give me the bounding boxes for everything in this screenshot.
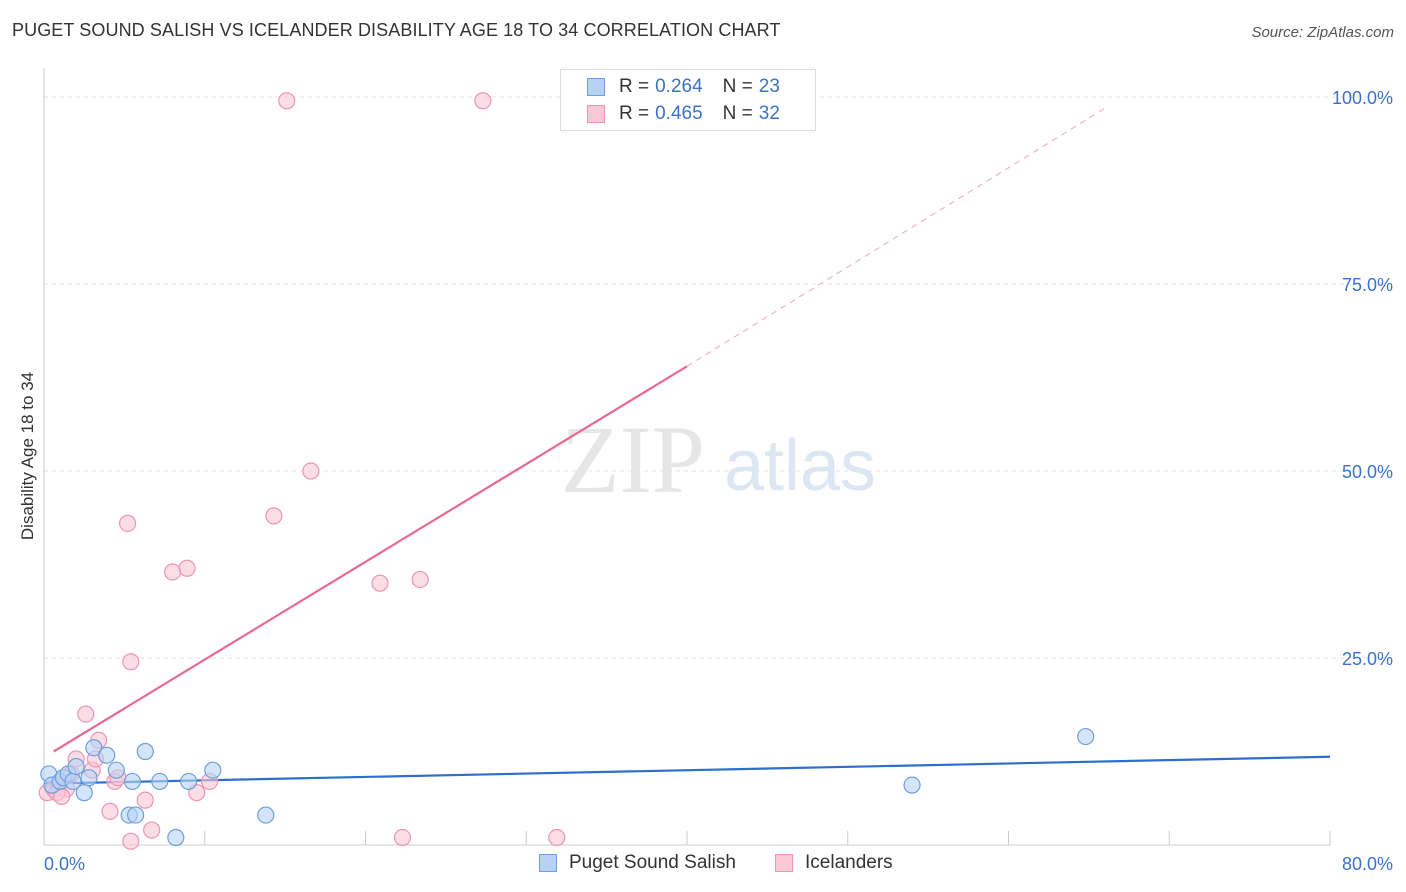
tick-labels: 25.0% 50.0% 75.0% 100.0% 0.0% 80.0%	[44, 88, 1393, 874]
trend-line-icelanders-extension	[686, 107, 1106, 367]
point-icelanders	[101, 802, 119, 820]
legend-item-icelanders: Icelanders	[775, 852, 893, 874]
point-puget	[85, 739, 103, 757]
y-tick-label: 25.0%	[1342, 649, 1393, 669]
point-icelanders	[164, 563, 182, 581]
point-icelanders	[178, 559, 196, 577]
legend-r-value: 0.264	[655, 76, 703, 97]
watermark-zip: ZIP	[561, 406, 705, 513]
point-puget	[67, 757, 85, 776]
legend-n-label: N =	[722, 76, 753, 97]
point-icelanders	[278, 92, 296, 110]
point-puget	[167, 828, 185, 847]
source-credit: Source: ZipAtlas.com	[1251, 24, 1394, 41]
point-icelanders	[143, 821, 161, 839]
legend-row-puget: R = 0.264 N = 23	[587, 75, 780, 99]
legend-r-label: R =	[619, 103, 650, 124]
point-icelanders	[474, 92, 492, 110]
point-puget	[80, 769, 98, 787]
point-puget	[1077, 727, 1095, 746]
watermark: ZIP atlas	[561, 406, 876, 513]
point-puget	[127, 806, 145, 824]
point-icelanders	[302, 462, 320, 480]
point-icelanders	[371, 574, 389, 592]
legend-label-puget: Puget Sound Salish	[569, 852, 736, 873]
x-tick-label: 80.0%	[1342, 854, 1393, 874]
legend-r-value: 0.465	[655, 103, 703, 124]
legend-n-value: 32	[758, 103, 780, 124]
legend-swatch-icelanders	[775, 854, 793, 872]
axes	[43, 68, 1331, 846]
y-tick-label: 50.0%	[1342, 462, 1393, 482]
legend-swatch-puget	[539, 854, 557, 872]
legend-item-puget: Puget Sound Salish	[539, 852, 736, 874]
series-legend: Puget Sound Salish Icelanders	[0, 852, 1406, 876]
correlation-legend: R = 0.264 N = 23 R = 0.465 N = 32	[560, 69, 816, 131]
point-icelanders	[122, 832, 140, 850]
point-icelanders	[118, 514, 137, 532]
watermark-atlas: atlas	[724, 426, 876, 506]
point-puget	[98, 746, 116, 764]
legend-r-label: R =	[619, 76, 650, 97]
legend-n-value: 23	[758, 76, 780, 97]
point-puget	[75, 784, 93, 802]
point-icelanders	[136, 791, 154, 809]
y-axis-title: Disability Age 18 to 34	[18, 371, 37, 541]
legend-swatch-icelanders	[587, 105, 605, 123]
grid-lines	[44, 96, 1392, 659]
point-icelanders	[393, 828, 412, 847]
point-puget	[136, 742, 154, 761]
point-icelanders	[265, 507, 283, 525]
x-tick-label: 0.0%	[44, 854, 85, 874]
y-tick-label: 100.0%	[1332, 88, 1393, 108]
point-puget	[204, 761, 222, 779]
trend-lines	[43, 107, 1331, 785]
point-puget	[123, 772, 142, 791]
point-icelanders	[77, 705, 95, 723]
point-puget	[151, 772, 169, 791]
trend-line-puget	[43, 755, 1331, 785]
point-icelanders	[122, 653, 140, 671]
point-puget	[257, 806, 275, 824]
chart-title: PUGET SOUND SALISH VS ICELANDER DISABILI…	[12, 20, 781, 40]
trend-line-icelanders	[53, 365, 688, 753]
point-puget	[180, 772, 198, 791]
legend-swatch-puget	[587, 78, 605, 96]
point-icelanders	[548, 828, 566, 847]
point-puget	[107, 761, 125, 779]
legend-label-icelanders: Icelanders	[805, 852, 893, 873]
y-tick-label: 75.0%	[1342, 275, 1393, 295]
legend-row-icelanders: R = 0.465 N = 32	[587, 102, 780, 126]
data-points	[38, 92, 1095, 850]
point-puget	[903, 776, 921, 794]
legend-n-label: N =	[722, 103, 753, 124]
point-icelanders	[411, 570, 429, 589]
